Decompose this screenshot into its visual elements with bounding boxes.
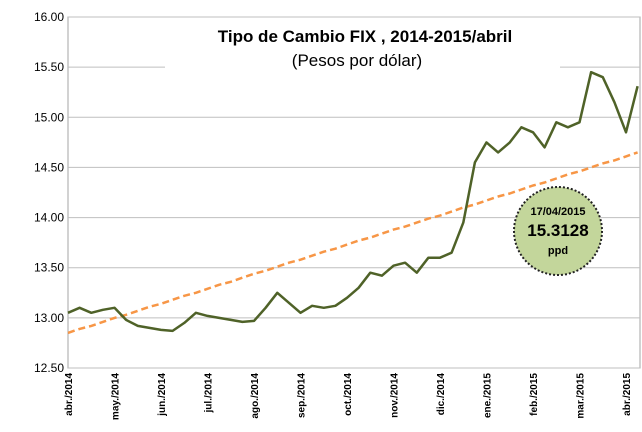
- y-tick-label: 12.50: [34, 361, 64, 375]
- x-tick-label: nov./2014: [390, 373, 401, 418]
- chart-title: Tipo de Cambio FIX , 2014-2015/abril: [218, 27, 512, 46]
- trend-line: [67, 151, 639, 335]
- x-tick-label: mar./2015: [576, 373, 587, 419]
- y-tick-label: 13.50: [34, 261, 64, 275]
- x-tick-label: may./2014: [111, 373, 122, 421]
- x-tick-label: sep./2014: [297, 373, 308, 418]
- annotation-value: 15.3128: [527, 221, 588, 240]
- chart-subtitle: (Pesos por dólar): [292, 51, 422, 70]
- y-tick-label: 13.00: [34, 311, 64, 325]
- x-tick-label: ago./2014: [250, 373, 261, 419]
- x-tick-label: jul./2014: [204, 373, 215, 414]
- y-tick-label: 15.00: [34, 110, 64, 124]
- y-tick-label: 16.00: [34, 10, 64, 24]
- x-tick-label: jun./2014: [157, 373, 168, 417]
- x-tick-label: ene./2015: [483, 373, 494, 418]
- x-tick-label: dic./2014: [436, 373, 447, 416]
- annotation-date: 17/04/2015: [530, 206, 585, 218]
- x-tick-label: feb./2015: [529, 373, 540, 416]
- x-tick-label: abr./2014: [64, 373, 75, 416]
- title-bg: [165, 20, 560, 72]
- y-tick-label: 14.00: [34, 211, 64, 225]
- annotation-bubble: [513, 186, 603, 276]
- data-line: [67, 70, 639, 333]
- y-tick-label: 15.50: [34, 60, 64, 74]
- annotation-unit: ppd: [548, 245, 568, 257]
- y-tick-label: 14.50: [34, 160, 64, 174]
- x-tick-label: abr./2015: [622, 373, 633, 416]
- x-tick-label: oct./2014: [343, 373, 354, 416]
